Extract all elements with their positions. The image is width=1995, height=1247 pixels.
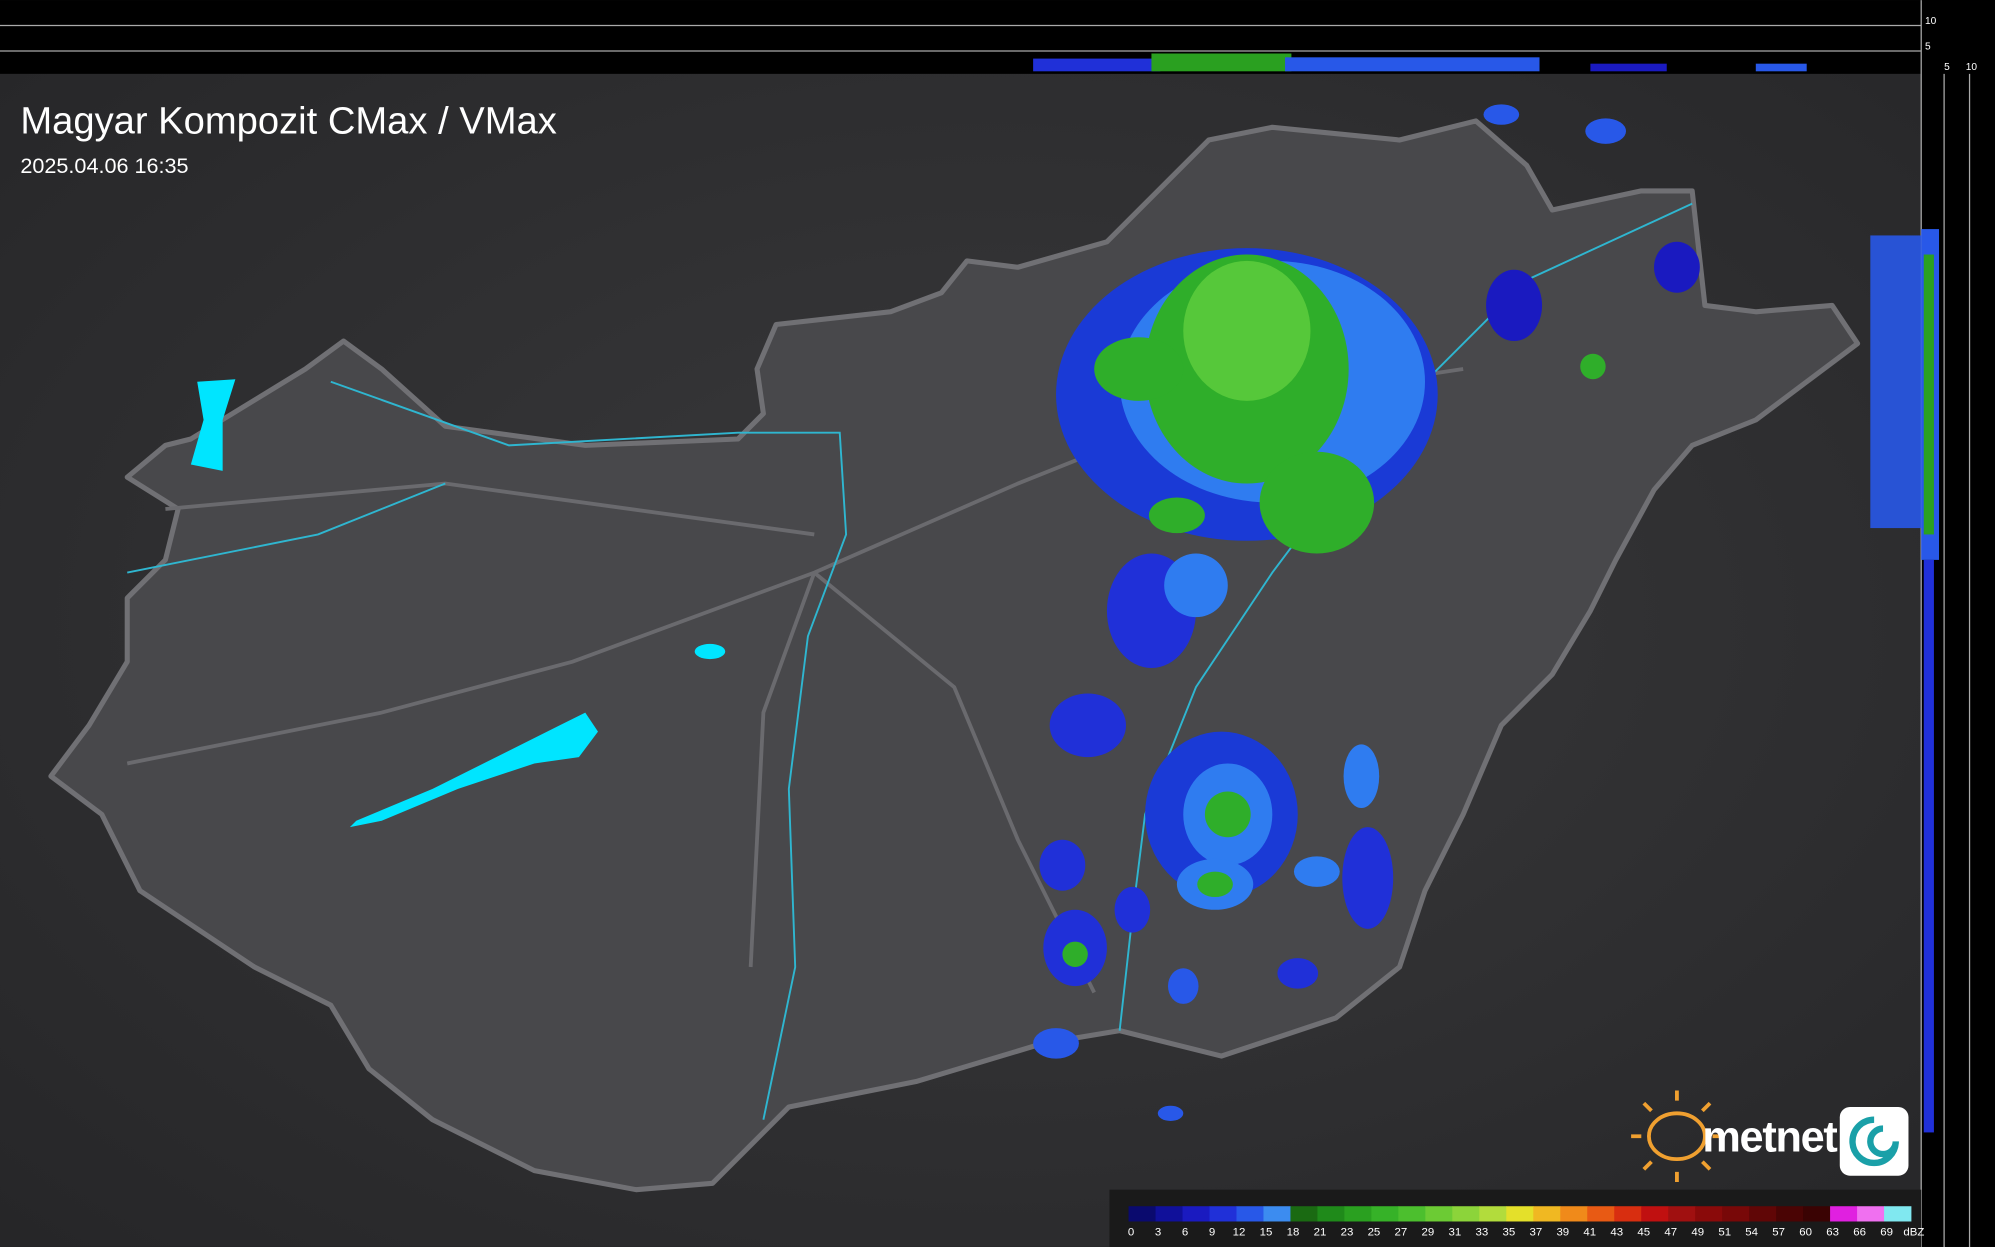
legend-label: 6 [1182, 1226, 1188, 1238]
legend-swatch [1749, 1206, 1777, 1222]
legend-swatch [1128, 1206, 1156, 1222]
legend-swatch [1398, 1206, 1426, 1222]
top-profile-echoes [1033, 53, 1807, 72]
map-title: Magyar Kompozit CMax / VMax [20, 100, 556, 143]
legend-label: 18 [1287, 1226, 1300, 1238]
top-profile-strip [0, 0, 1995, 74]
legend-swatch [1614, 1206, 1642, 1222]
legend-label: 3 [1155, 1226, 1161, 1238]
legend-label: 54 [1745, 1226, 1758, 1238]
legend-swatch [1263, 1206, 1291, 1222]
legend-label: 9 [1209, 1226, 1215, 1238]
legend-swatch [1695, 1206, 1723, 1222]
legend-unit: dBZ [1903, 1226, 1924, 1238]
legend-label: 33 [1475, 1226, 1488, 1238]
legend-label: 0 [1128, 1226, 1134, 1238]
legend-label: 15 [1260, 1226, 1273, 1238]
legend-swatch [1425, 1206, 1453, 1222]
legend-swatch [1317, 1206, 1345, 1222]
legend-label: 41 [1583, 1226, 1596, 1238]
legend-swatch [1776, 1206, 1804, 1222]
logo-sun [1631, 1090, 1723, 1183]
legend-label: 23 [1341, 1226, 1354, 1238]
legend-label: 29 [1422, 1226, 1435, 1238]
legend-swatch [1668, 1206, 1696, 1222]
profile-label: 10 [1925, 16, 1937, 27]
legend-swatch [1857, 1206, 1885, 1222]
profile-label: 5 [1944, 62, 1950, 73]
legend-label: 27 [1395, 1226, 1408, 1238]
timestamp: 2025.04.06 16:35 [20, 153, 188, 178]
right-profile-echoes [1870, 229, 1940, 1133]
legend-swatch [1209, 1206, 1237, 1222]
legend-swatch [1155, 1206, 1183, 1222]
legend-swatch [1560, 1206, 1588, 1222]
legend-label: 47 [1664, 1226, 1677, 1238]
legend-swatch [1479, 1206, 1507, 1222]
legend-swatch [1587, 1206, 1615, 1222]
legend-swatch [1236, 1206, 1264, 1222]
legend-swatch [1182, 1206, 1210, 1222]
legend-label: 43 [1610, 1226, 1623, 1238]
legend-label: 63 [1826, 1226, 1839, 1238]
legend-label: 49 [1691, 1226, 1704, 1238]
legend-label: 35 [1502, 1226, 1515, 1238]
legend-swatch [1803, 1206, 1831, 1222]
legend-label: 37 [1529, 1226, 1542, 1238]
legend-swatch [1884, 1206, 1912, 1222]
legend-label: 25 [1368, 1226, 1381, 1238]
legend-label: 66 [1853, 1226, 1866, 1238]
profile-label: 10 [1966, 62, 1978, 73]
legend-swatch [1533, 1206, 1561, 1222]
legend-label: 21 [1314, 1226, 1327, 1238]
legend-label: 69 [1880, 1226, 1893, 1238]
radar-echoes [1033, 104, 1700, 1121]
legend-label: 57 [1772, 1226, 1785, 1238]
profile-label: 5 [1925, 42, 1931, 53]
legend-label: 51 [1718, 1226, 1731, 1238]
legend: 0 3 6 9 12 15 18 21 23 25 27 29 31 33 35 37 39 41 43 45 47 49… [1128, 1206, 1924, 1238]
legend-swatch [1290, 1206, 1318, 1222]
legend-swatch [1344, 1206, 1372, 1222]
legend-swatch [1506, 1206, 1534, 1222]
legend-swatch [1452, 1206, 1480, 1222]
legend-label: 39 [1556, 1226, 1569, 1238]
logo-swirl [1849, 1116, 1899, 1167]
legend-swatch [1830, 1206, 1858, 1222]
legend-label: 60 [1799, 1226, 1812, 1238]
legend-label: 12 [1233, 1226, 1246, 1238]
legend-swatch [1641, 1206, 1669, 1222]
logo-text: metnet [1702, 1114, 1837, 1162]
legend-swatch [1371, 1206, 1399, 1222]
legend-label: 31 [1449, 1226, 1462, 1238]
lakes [190, 379, 726, 828]
legend-label: 45 [1637, 1226, 1650, 1238]
legend-swatch [1722, 1206, 1750, 1222]
